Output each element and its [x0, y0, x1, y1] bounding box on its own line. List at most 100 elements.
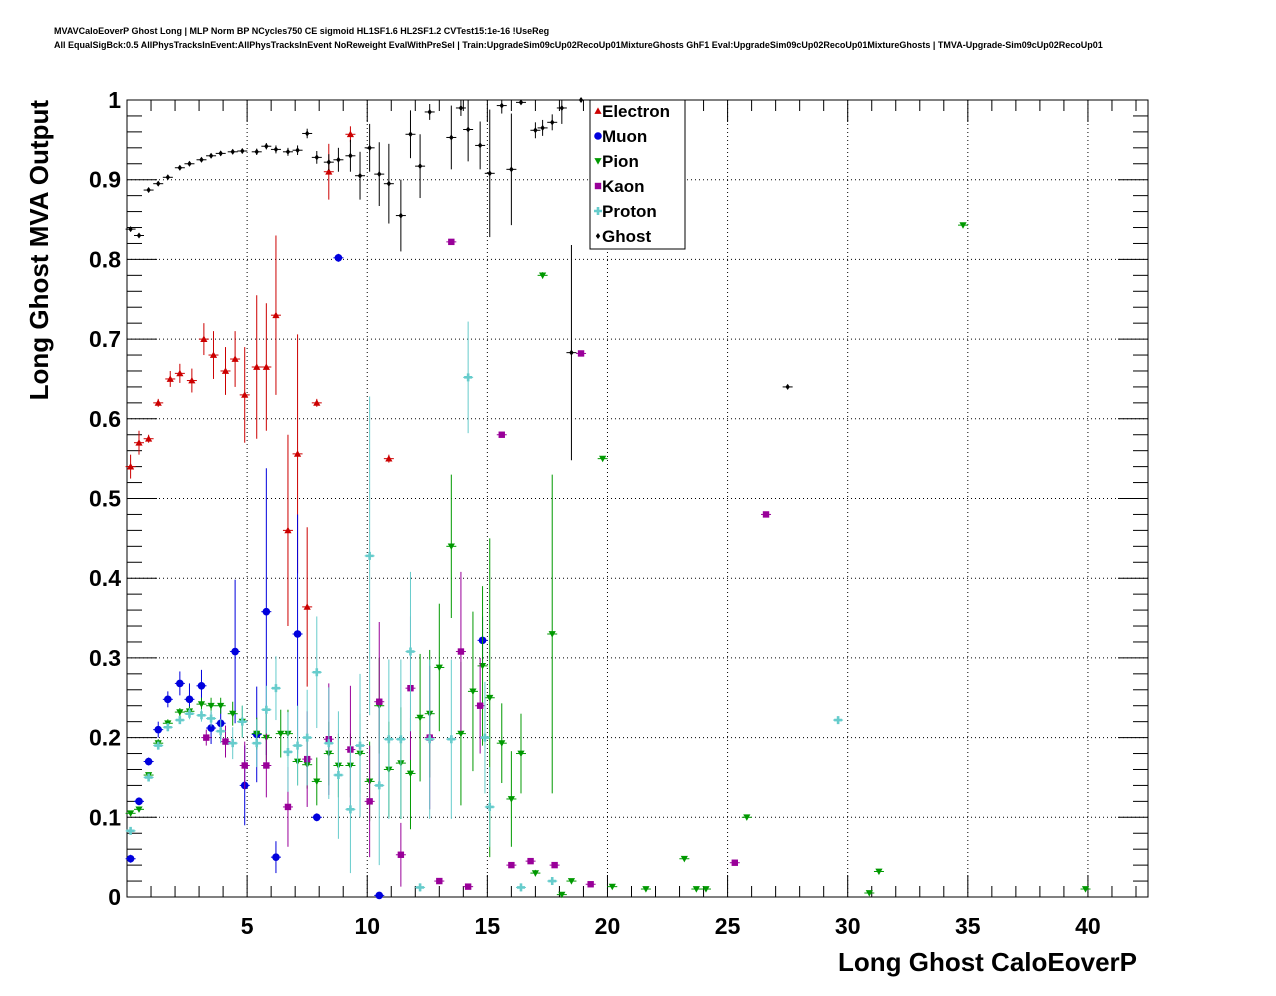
data-point	[348, 152, 353, 159]
data-point	[550, 119, 555, 126]
legend-marker	[594, 158, 602, 165]
data-point	[558, 891, 566, 899]
data-point	[314, 154, 319, 161]
data-point	[156, 180, 161, 187]
data-point	[284, 803, 292, 811]
data-point	[277, 730, 285, 738]
data-point	[187, 160, 192, 167]
data-point	[313, 778, 321, 786]
legend-entry-kaon: Kaon	[602, 177, 645, 196]
data-point	[498, 740, 506, 747]
data-point	[273, 146, 279, 153]
data-point	[425, 735, 434, 744]
x-tick-label: 25	[715, 913, 741, 939]
data-point	[477, 142, 483, 149]
data-point	[238, 717, 247, 726]
data-point	[406, 770, 415, 778]
data-point	[166, 375, 174, 382]
data-point	[469, 688, 477, 695]
data-point	[197, 701, 206, 708]
data-point	[203, 734, 210, 741]
data-point	[207, 702, 215, 710]
data-point	[464, 883, 472, 890]
y-tick-label: 0.5	[89, 486, 121, 512]
legend-entry-pion: Pion	[602, 152, 639, 171]
data-point	[386, 180, 392, 187]
legend-marker	[594, 182, 602, 190]
data-point	[197, 681, 206, 690]
data-point	[486, 694, 494, 702]
y-tick-label: 0	[108, 884, 121, 910]
data-point	[254, 148, 259, 155]
data-point	[197, 711, 206, 720]
data-point	[144, 757, 153, 766]
data-point	[325, 168, 333, 175]
data-point	[516, 883, 525, 892]
data-point	[408, 131, 413, 138]
data-point	[527, 857, 534, 865]
data-point	[144, 773, 153, 782]
data-point	[313, 399, 321, 406]
data-point	[209, 351, 218, 358]
data-point	[567, 878, 576, 885]
data-point	[164, 695, 172, 704]
data-point	[177, 164, 183, 171]
data-point	[295, 147, 300, 154]
data-point	[175, 716, 184, 725]
chart-header-line1: MVAVCaloEoverP Ghost Long | MLP Norm BP …	[54, 26, 550, 36]
data-point	[334, 771, 343, 780]
data-point	[518, 99, 524, 106]
data-point	[448, 238, 455, 246]
data-point	[271, 684, 280, 693]
y-tick-label: 0.7	[89, 326, 121, 352]
series-proton	[125, 321, 844, 892]
data-point	[128, 226, 133, 233]
data-point	[165, 174, 171, 181]
data-point	[240, 148, 245, 155]
data-point	[480, 733, 489, 742]
data-point	[326, 159, 331, 166]
data-point	[743, 814, 751, 821]
data-point	[642, 886, 650, 893]
data-point	[293, 450, 302, 457]
data-point	[199, 156, 204, 163]
data-points	[125, 97, 1091, 900]
data-point	[435, 664, 443, 672]
data-point	[608, 883, 616, 891]
x-tick-labels: 5 10 15 20 25 30 35 40	[241, 913, 1101, 939]
data-point	[457, 730, 465, 738]
x-axis-label: Long Ghost CaloEoverP	[838, 947, 1137, 977]
data-point	[357, 172, 363, 179]
data-point	[222, 738, 229, 745]
data-point	[185, 695, 194, 704]
data-point	[127, 810, 135, 817]
x-tick-label: 10	[354, 913, 380, 939]
data-point	[163, 723, 172, 732]
legend-marker	[595, 233, 601, 239]
data-point	[385, 455, 393, 462]
y-tick-label: 0.3	[89, 645, 121, 671]
series-pion	[125, 222, 1091, 899]
data-point	[375, 891, 384, 900]
data-point	[517, 750, 525, 758]
data-point	[702, 886, 710, 893]
data-point	[207, 714, 216, 723]
data-point	[207, 724, 215, 732]
series-electron	[125, 126, 394, 687]
data-point	[458, 104, 464, 111]
data-point	[416, 883, 425, 892]
y-tick-label: 0.4	[89, 565, 121, 591]
data-point	[264, 143, 269, 150]
data-point	[531, 870, 539, 877]
data-point	[507, 796, 515, 803]
data-point	[427, 108, 432, 115]
data-point	[312, 668, 321, 677]
data-point	[692, 886, 700, 893]
x-tick-label: 30	[835, 913, 861, 939]
data-point	[231, 355, 239, 362]
legend-marker	[594, 207, 602, 215]
data-point	[303, 603, 311, 610]
data-point	[599, 455, 607, 463]
data-point	[334, 254, 343, 262]
data-point	[262, 705, 271, 714]
